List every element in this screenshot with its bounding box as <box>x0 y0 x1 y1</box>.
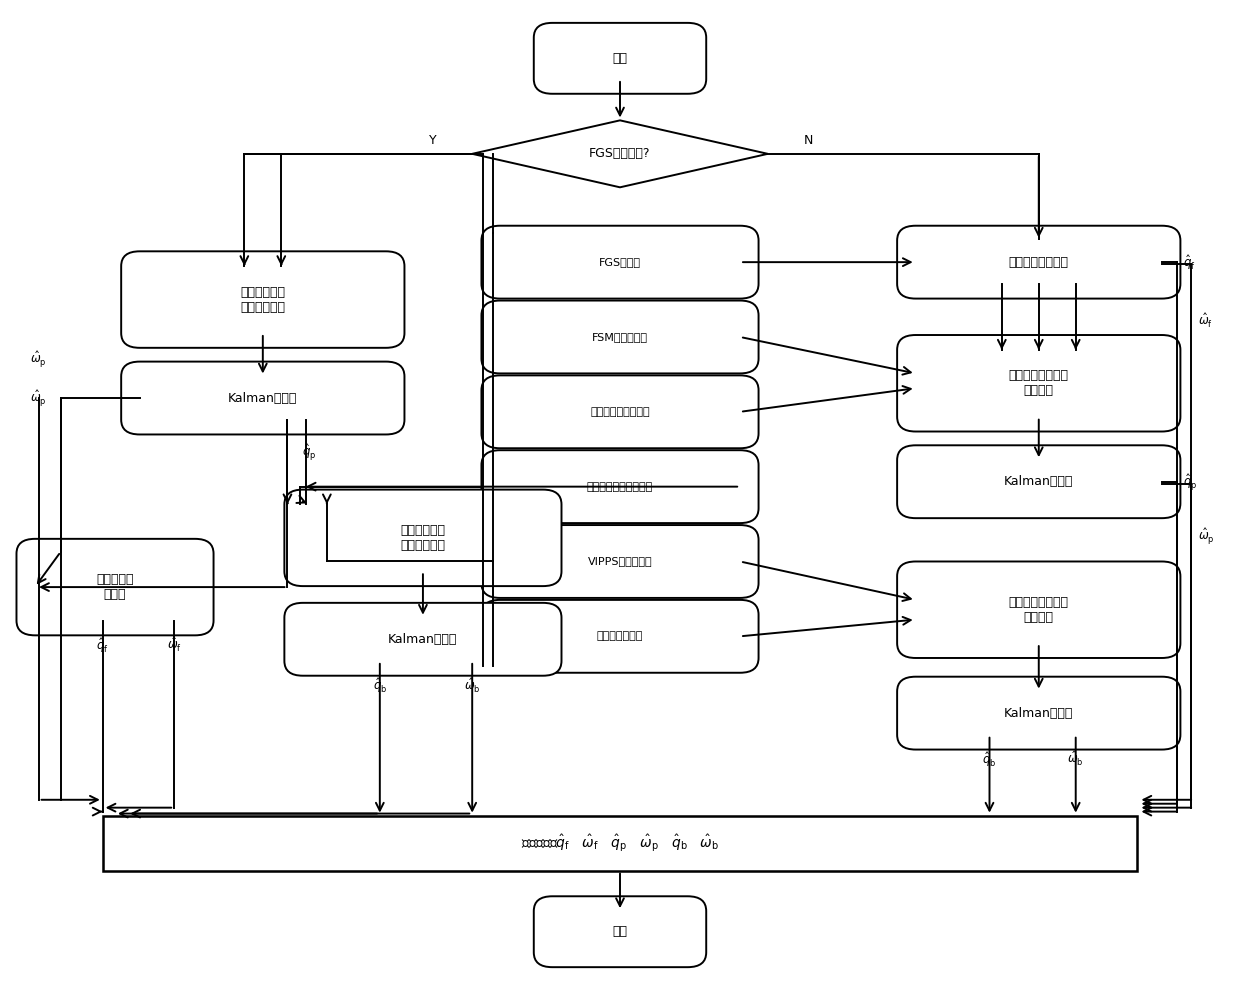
Text: 载荷光轴姿
态解算: 载荷光轴姿 态解算 <box>97 573 134 601</box>
Text: 星体陀螺测量值: 星体陀螺测量值 <box>596 632 644 641</box>
Text: $\hat{\omega}_{\mathrm{p}}$: $\hat{\omega}_{\mathrm{p}}$ <box>30 388 47 408</box>
FancyBboxPatch shape <box>897 445 1180 518</box>
FancyBboxPatch shape <box>284 490 562 586</box>
Text: FGS测量值: FGS测量值 <box>599 257 641 267</box>
Text: 载荷姿态估计
误差状态方程: 载荷姿态估计 误差状态方程 <box>241 286 285 314</box>
Text: FSM涡流测量值: FSM涡流测量值 <box>591 332 649 342</box>
FancyBboxPatch shape <box>122 251 404 348</box>
Text: 载荷姿态估计误差
状态方程: 载荷姿态估计误差 状态方程 <box>1009 369 1069 397</box>
Text: N: N <box>804 133 813 147</box>
Text: 载荷光轴姿态解算: 载荷光轴姿态解算 <box>1009 255 1069 269</box>
FancyBboxPatch shape <box>481 600 759 672</box>
Text: Y: Y <box>429 133 436 147</box>
Text: 结束: 结束 <box>613 925 627 938</box>
FancyBboxPatch shape <box>481 225 759 299</box>
Text: $\hat{q}_{\mathrm{p}}$: $\hat{q}_{\mathrm{p}}$ <box>1183 472 1198 492</box>
Text: $\hat{q}_{\mathrm{b}}$: $\hat{q}_{\mathrm{b}}$ <box>373 676 387 695</box>
Text: 载荷测微敏感器测量值: 载荷测微敏感器测量值 <box>587 482 653 492</box>
FancyBboxPatch shape <box>533 897 707 967</box>
Text: Kalman滤波器: Kalman滤波器 <box>1004 476 1074 489</box>
Text: $\hat{\omega}_{\mathrm{p}}$: $\hat{\omega}_{\mathrm{p}}$ <box>30 349 47 368</box>
FancyBboxPatch shape <box>897 225 1180 299</box>
FancyBboxPatch shape <box>16 539 213 636</box>
Text: $\hat{\omega}_{\mathrm{p}}$: $\hat{\omega}_{\mathrm{p}}$ <box>1198 526 1214 546</box>
FancyBboxPatch shape <box>897 561 1180 658</box>
FancyBboxPatch shape <box>533 23 707 93</box>
Text: 星体姿态估计
误差状态方程: 星体姿态估计 误差状态方程 <box>401 524 445 552</box>
FancyBboxPatch shape <box>897 676 1180 750</box>
Text: 三级姿态：$\hat{q}_{\mathrm{f}}$   $\hat{\omega}_{\mathrm{f}}$   $\hat{q}_{\mathrm{p}: 三级姿态：$\hat{q}_{\mathrm{f}}$ $\hat{\omega… <box>521 832 719 854</box>
Text: 星体姿态估计误差
状态方程: 星体姿态估计误差 状态方程 <box>1009 596 1069 624</box>
Text: FGS有测量值?: FGS有测量值? <box>589 147 651 160</box>
Text: $\hat{\omega}_{\mathrm{b}}$: $\hat{\omega}_{\mathrm{b}}$ <box>464 676 481 694</box>
Text: $\hat{\omega}_{\mathrm{b}}$: $\hat{\omega}_{\mathrm{b}}$ <box>1068 751 1084 769</box>
Bar <box>103 815 1137 871</box>
Text: $\hat{q}_{\mathrm{f}}$: $\hat{q}_{\mathrm{f}}$ <box>97 636 109 654</box>
FancyBboxPatch shape <box>481 301 759 373</box>
Text: Kalman滤波器: Kalman滤波器 <box>1004 707 1074 720</box>
Text: $\hat{\omega}_{\mathrm{f}}$: $\hat{\omega}_{\mathrm{f}}$ <box>1198 312 1213 331</box>
Text: 开始: 开始 <box>613 52 627 65</box>
Text: $\hat{q}_{\mathrm{f}}$: $\hat{q}_{\mathrm{f}}$ <box>1183 252 1195 272</box>
Text: VIPPS涡流测量值: VIPPS涡流测量值 <box>588 556 652 566</box>
FancyBboxPatch shape <box>122 361 404 435</box>
FancyBboxPatch shape <box>481 525 759 598</box>
FancyBboxPatch shape <box>897 335 1180 432</box>
Text: $\hat{q}_{\mathrm{p}}$: $\hat{q}_{\mathrm{p}}$ <box>303 442 316 462</box>
FancyBboxPatch shape <box>481 450 759 523</box>
Text: 载荷星敏感器测量值: 载荷星敏感器测量值 <box>590 407 650 417</box>
Polygon shape <box>472 120 768 188</box>
Text: Kalman滤波器: Kalman滤波器 <box>388 633 458 645</box>
FancyBboxPatch shape <box>481 375 759 448</box>
FancyBboxPatch shape <box>284 603 562 675</box>
Text: $\hat{\omega}_{\mathrm{f}}$: $\hat{\omega}_{\mathrm{f}}$ <box>166 637 181 654</box>
Text: $\hat{q}_{\mathrm{b}}$: $\hat{q}_{\mathrm{b}}$ <box>982 750 997 769</box>
Text: Kalman滤波器: Kalman滤波器 <box>228 391 298 404</box>
